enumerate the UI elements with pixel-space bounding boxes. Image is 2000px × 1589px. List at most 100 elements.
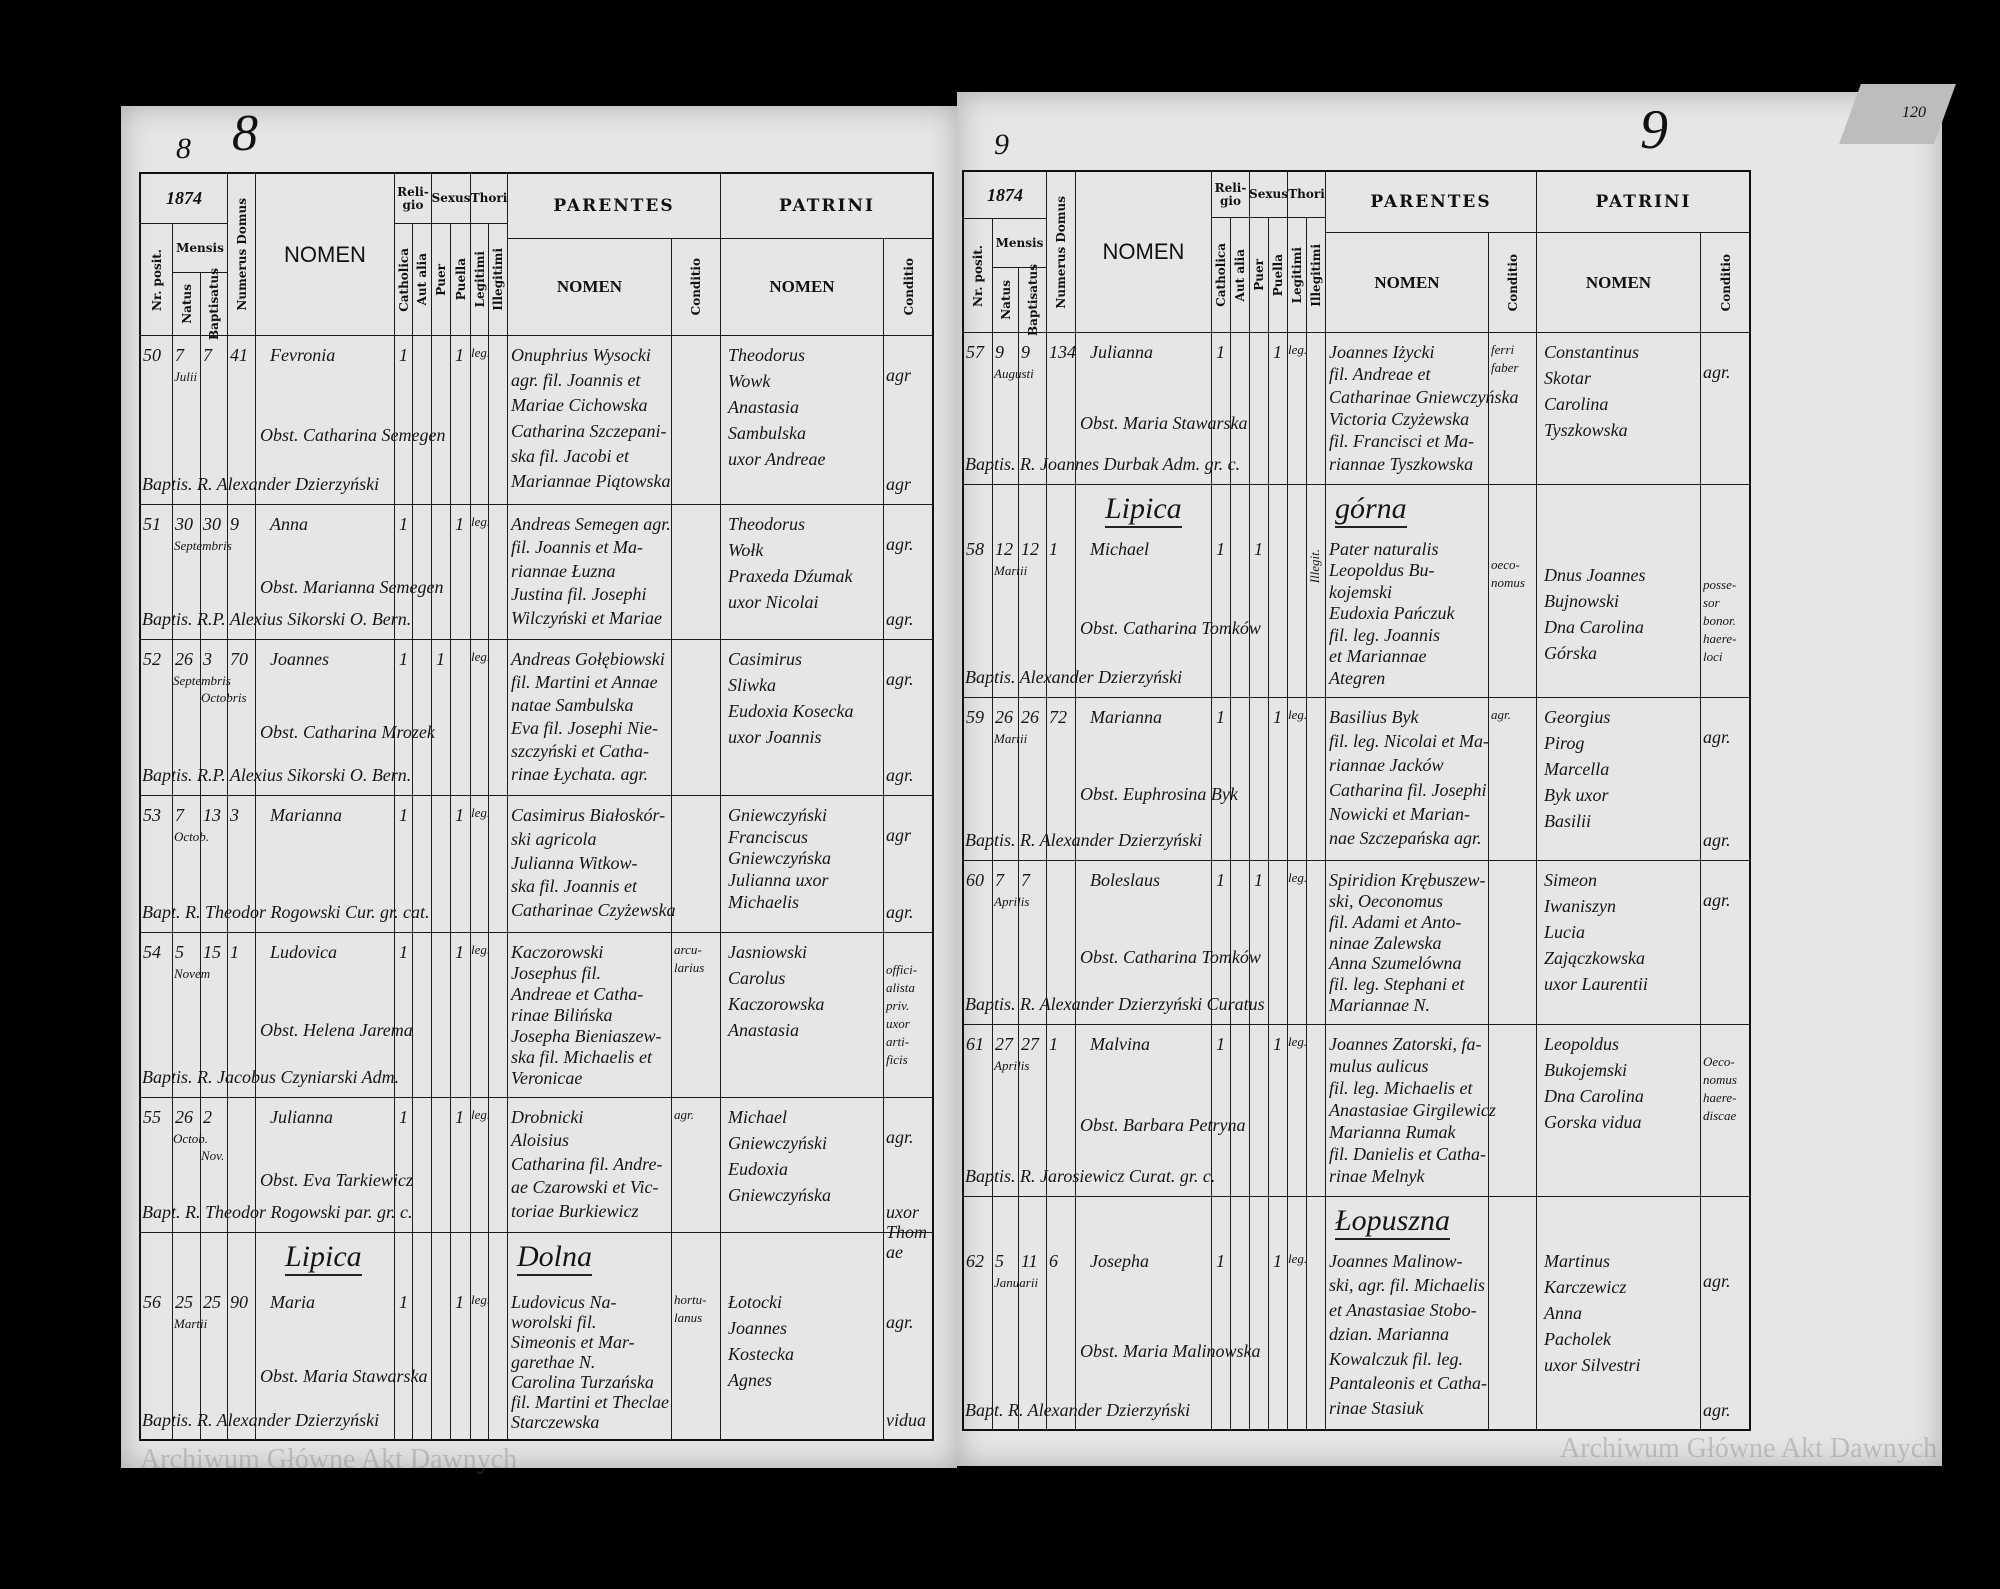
sex-mark-puella: 1 bbox=[1273, 707, 1282, 727]
sex-mark-puella: 1 bbox=[1273, 1251, 1282, 1271]
parents-line: rinae Stasiuk bbox=[1329, 1397, 1424, 1418]
godparents-condition: agr. bbox=[1703, 727, 1731, 747]
child-name: Marianna bbox=[1090, 707, 1162, 727]
parents-line: fil. Francisci et Ma- bbox=[1329, 431, 1474, 452]
parents-line: Eudoxia Pańczuk bbox=[1329, 603, 1455, 624]
birth-day: 26 bbox=[175, 1107, 193, 1127]
parents-line: Kaczorowski bbox=[511, 942, 604, 962]
parents-line: Julianna Witkow- bbox=[511, 852, 638, 873]
godparents-line: Theodorus bbox=[728, 514, 806, 534]
entry-number: 57 bbox=[966, 342, 984, 362]
godparents-line: Kaczorowska bbox=[728, 994, 825, 1014]
legitimacy-mark: leg. bbox=[471, 942, 491, 957]
parents-line: Veronicae bbox=[511, 1068, 583, 1088]
month: Martii bbox=[994, 731, 1028, 746]
left-page bbox=[121, 106, 957, 1468]
birth-day: 26 bbox=[995, 707, 1013, 727]
entry-number: 60 bbox=[966, 870, 984, 890]
godparents-condition: Oeco- bbox=[1703, 1054, 1735, 1069]
midwife: Obst. Eva Tarkiewicz bbox=[260, 1169, 413, 1190]
godparents-line: Eudoxia Kosecka bbox=[728, 701, 854, 721]
godparents-condition: sor bbox=[1703, 595, 1720, 610]
parents-line: worolski fil. bbox=[511, 1312, 597, 1332]
row-separator bbox=[963, 1024, 1750, 1025]
parents-condition: lanus bbox=[674, 1310, 703, 1325]
header-parentes-label: PARENTES bbox=[553, 196, 675, 216]
parents-line: Catharinae Czyżewska bbox=[511, 900, 676, 921]
parents-line: Catharina fil. Josephi bbox=[1329, 779, 1487, 800]
godparents-line: Michaelis bbox=[728, 891, 799, 912]
parents-line: et Mariannae bbox=[1329, 646, 1427, 667]
godparents-condition: alista bbox=[886, 980, 915, 995]
midwife: Obst. Catharina Mrozek bbox=[260, 722, 435, 742]
parents-line: Andreas Gołębiowski bbox=[511, 649, 665, 669]
parents-line: Catharinae Gniewczyńska bbox=[1329, 386, 1519, 407]
godparents-line: Gniewczyńska bbox=[728, 848, 831, 869]
parents-line: toriae Burkiewicz bbox=[511, 1200, 639, 1221]
godparents-line: Pacholek bbox=[1544, 1329, 1611, 1349]
parents-condition: agr. bbox=[674, 1107, 694, 1122]
parents-line: ski agricola bbox=[511, 828, 597, 849]
header-patrini-nomen-label: NOMEN bbox=[769, 277, 835, 296]
parents-line: riannae Jacków bbox=[1329, 755, 1444, 776]
catholic-mark: 1 bbox=[399, 805, 408, 825]
parents-line: Simeonis et Mar- bbox=[511, 1332, 635, 1352]
birth-day: 25 bbox=[175, 1292, 193, 1312]
godparents-line: Eudoxia bbox=[728, 1159, 788, 1179]
birth-day: 27 bbox=[995, 1034, 1013, 1054]
parents-line: Wilczyński et Mariae bbox=[511, 607, 662, 628]
godparents-line: Casimirus bbox=[728, 649, 803, 669]
header-patrini-label: PATRINI bbox=[1595, 192, 1692, 212]
godparents-line: uxor Andreae bbox=[728, 449, 826, 469]
baptizing-priest: Baptis. R. Alexander Dzierzyński bbox=[142, 1410, 380, 1430]
column-rule bbox=[720, 335, 721, 1440]
parents-line: Basilius Byk bbox=[1329, 707, 1419, 727]
column-rule bbox=[1700, 332, 1701, 1430]
godparents-line: Sliwka bbox=[728, 675, 776, 695]
parents-line: fil. Martini et Annae bbox=[511, 672, 658, 692]
house-number: 90 bbox=[230, 1292, 248, 1312]
child-name: Michael bbox=[1090, 539, 1149, 559]
column-rule bbox=[1488, 332, 1489, 1430]
godparents-condition: agr. bbox=[886, 669, 914, 689]
godparents-condition: offici- bbox=[886, 962, 918, 977]
baptizing-priest: Baptis. R. Joannes Durbak Adm. gr. c. bbox=[965, 454, 1241, 474]
godparents-condition: agr. bbox=[886, 534, 914, 554]
child-name: Fevronia bbox=[270, 345, 336, 365]
right-page bbox=[957, 92, 1942, 1466]
godparents-line: Carolus bbox=[728, 968, 786, 988]
parents-line: ska fil. Jacobi et bbox=[511, 445, 629, 466]
baptizing-priest: Baptis. R.P. Alexius Sikorski O. Bern. bbox=[142, 609, 412, 629]
godparents-line: Franciscus bbox=[728, 826, 808, 847]
godparents-line: Gniewczyński bbox=[728, 805, 827, 825]
parents-line: ska fil. Michaelis et bbox=[511, 1047, 652, 1067]
month: Augusti bbox=[994, 366, 1034, 381]
year-cell-label: 1874 bbox=[166, 188, 202, 208]
parents-line: riannae Tyszkowska bbox=[1329, 453, 1474, 474]
entry-number: 56 bbox=[143, 1292, 161, 1312]
month: Novem bbox=[174, 966, 211, 981]
sex-mark-puella: 1 bbox=[455, 345, 464, 365]
legitimacy-mark: leg. bbox=[471, 1107, 491, 1122]
baptism-day: 25 bbox=[203, 1292, 221, 1312]
parents-condition: faber bbox=[1491, 360, 1519, 375]
midwife: Obst. Catharina Tomków bbox=[1080, 947, 1261, 967]
parents-line: Anastasiae Girgilewicz bbox=[1329, 1100, 1496, 1120]
parents-line: fil. Martini et Theclae bbox=[511, 1392, 669, 1412]
catholic-mark: 1 bbox=[399, 1292, 408, 1312]
midwife: Obst. Maria Stawarska bbox=[260, 1366, 428, 1386]
baptizing-priest: Baptis. R. Jacobus Czyniarski Adm. bbox=[142, 1067, 400, 1087]
table-border bbox=[962, 170, 1751, 1431]
parents-line: kojemski bbox=[1329, 581, 1392, 602]
entry-number: 61 bbox=[966, 1034, 984, 1054]
catholic-mark: 1 bbox=[399, 514, 408, 534]
row-separator bbox=[140, 639, 933, 640]
catholic-mark: 1 bbox=[1216, 1034, 1225, 1054]
month: Aprilis bbox=[994, 1058, 1030, 1073]
godparents-line: Kostecka bbox=[728, 1344, 794, 1364]
sex-mark-puella: 1 bbox=[1273, 1034, 1282, 1054]
column-rule bbox=[507, 335, 508, 1440]
column-rule bbox=[1018, 332, 1019, 1430]
godparents-condition: agr bbox=[886, 474, 912, 494]
godparents-line: Anna bbox=[1544, 1303, 1582, 1323]
